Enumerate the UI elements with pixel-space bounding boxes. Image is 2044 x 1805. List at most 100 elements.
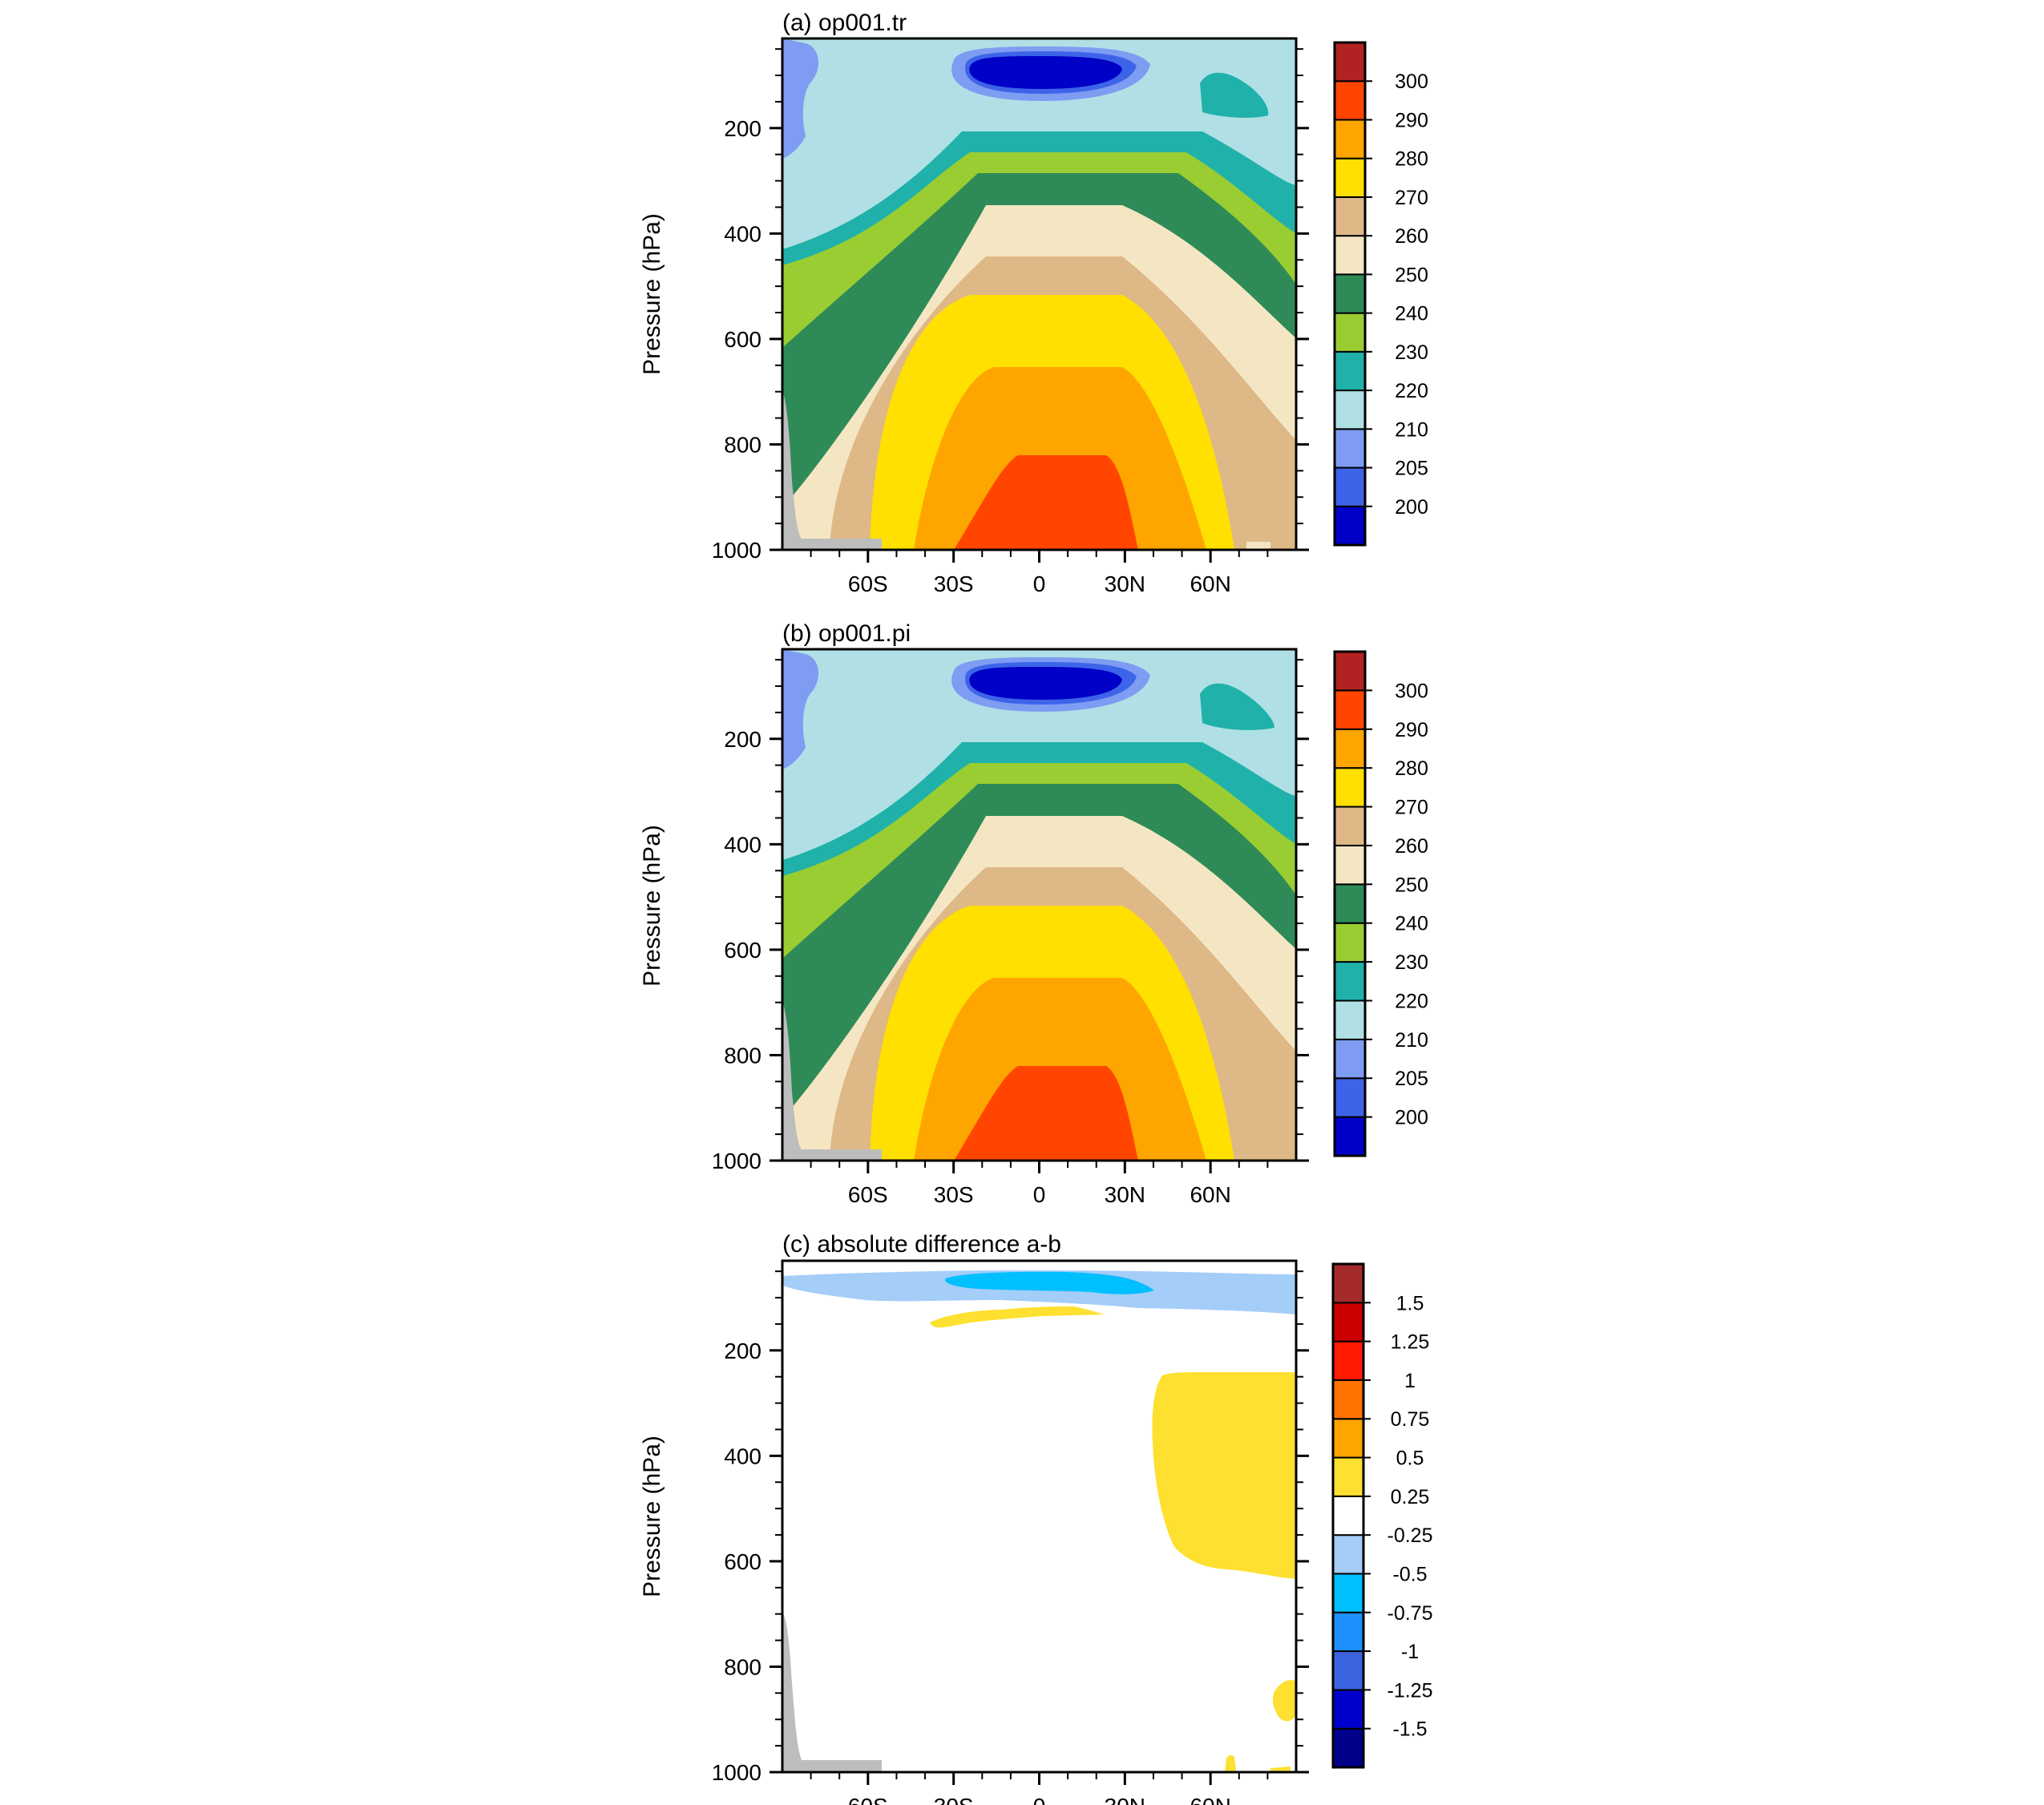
colorbar-label: -0.75 — [1388, 1602, 1433, 1625]
plot-area-a — [782, 38, 1296, 550]
colorbar-label: 1.25 — [1391, 1331, 1430, 1354]
colorbar-swatch — [1334, 42, 1366, 83]
colorbar-label: 1 — [1404, 1370, 1416, 1392]
colorbar-label: 240 — [1395, 913, 1428, 935]
colorbar-swatch — [1332, 1727, 1364, 1769]
colorbar-label: 260 — [1395, 225, 1428, 248]
y-tick-label: 200 — [724, 1339, 761, 1363]
colorbar-label: 250 — [1395, 874, 1428, 896]
colorbar-swatch — [1332, 1495, 1364, 1536]
x-tick-label: 30S — [934, 1794, 974, 1805]
panel-title-a: (a) op001.tr — [782, 10, 907, 36]
x-tick-labels-b: 60S 30S 0 30N 60N — [848, 1182, 1231, 1207]
colorbar-swatch — [1334, 312, 1366, 353]
colorbar-label: 0.25 — [1391, 1486, 1430, 1508]
y-tick-label: 1000 — [712, 538, 761, 563]
colorbar-swatch — [1334, 689, 1366, 730]
colorbar-label: 290 — [1395, 719, 1428, 741]
x-tick-label: 60N — [1190, 1182, 1230, 1207]
y-tick-label: 600 — [724, 327, 761, 352]
colorbar-swatch — [1334, 767, 1366, 808]
panel-c: (c) absolute difference a-b Pressure (hP… — [639, 1231, 1432, 1805]
colorbar-label: 1.5 — [1396, 1292, 1424, 1314]
colorbar-label: 205 — [1395, 1068, 1428, 1090]
colorbar-swatch — [1332, 1379, 1364, 1420]
panel-title-c: (c) absolute difference a-b — [782, 1231, 1061, 1258]
colorbar-swatch — [1334, 651, 1366, 692]
y-tick-label: 200 — [724, 727, 761, 752]
colorbar-frame — [1331, 1262, 1365, 1769]
colorbar-swatch — [1334, 390, 1366, 430]
colorbar-swatch — [1332, 1456, 1364, 1497]
y-tick-label: 800 — [724, 432, 761, 457]
y-tick-label: 600 — [724, 1549, 761, 1574]
y-tick-label: 800 — [724, 1043, 761, 1068]
x-tick-label: 60N — [1190, 1794, 1230, 1805]
y-tick-label: 400 — [724, 221, 761, 246]
colorbar-swatch — [1334, 883, 1366, 924]
x-tick-label: 60N — [1190, 571, 1230, 596]
y-tick-label: 400 — [724, 832, 761, 857]
colorbar-label: -0.5 — [1392, 1563, 1427, 1585]
colorbar-label: 270 — [1395, 187, 1428, 209]
colorbar-swatch — [1334, 728, 1366, 769]
y-tick-labels-c: 200 400 600 800 1000 — [712, 1339, 761, 1785]
colorbar-swatch — [1334, 1116, 1366, 1157]
contour-fields-b — [782, 649, 1296, 1161]
x-tick-labels-c: 60S 30S 0 30N 60N — [848, 1794, 1231, 1805]
colorbar-label: 220 — [1395, 380, 1428, 402]
colorbar-label: 0.75 — [1391, 1408, 1430, 1431]
colorbar-swatch — [1334, 196, 1366, 237]
x-tick-label: 30S — [934, 1182, 974, 1207]
y-axis-label-b: Pressure (hPa) — [639, 825, 665, 987]
y-tick-labels-b: 200 400 600 800 1000 — [712, 727, 761, 1173]
ticks-c — [770, 1270, 1309, 1785]
x-tick-label: 30S — [934, 571, 974, 596]
colorbar-swatch — [1334, 273, 1366, 314]
colorbar-label: 280 — [1395, 757, 1428, 780]
colorbar-frame — [1333, 41, 1367, 547]
y-axis-label-c: Pressure (hPa) — [639, 1436, 665, 1597]
colorbar-label: 230 — [1395, 951, 1428, 974]
colorbar-label: 220 — [1395, 990, 1428, 1012]
y-tick-label: 1000 — [712, 1149, 761, 1173]
ticks-b — [770, 659, 1309, 1173]
contour-fields-a — [782, 38, 1296, 550]
colorbar-swatch — [1332, 1534, 1364, 1575]
x-tick-label: 60S — [848, 571, 888, 596]
colorbar-label: 230 — [1395, 341, 1428, 364]
colorbar-swatch — [1332, 1650, 1364, 1691]
colorbar-label: 0.5 — [1396, 1448, 1424, 1470]
colorbar-label: 250 — [1395, 264, 1428, 286]
colorbar-label: 300 — [1395, 680, 1428, 702]
colorbar-label: -0.25 — [1388, 1524, 1433, 1547]
colorbar-swatch — [1334, 80, 1366, 121]
colorbar-swatch — [1332, 1340, 1364, 1381]
x-tick-label: 60S — [848, 1794, 888, 1805]
colorbar-label: -1.5 — [1392, 1718, 1427, 1741]
colorbar-swatch — [1334, 119, 1366, 160]
x-tick-label: 60S — [848, 1182, 888, 1207]
colorbar-swatch — [1332, 1418, 1364, 1459]
colorbar-swatch — [1334, 844, 1366, 886]
colorbar-label: 205 — [1395, 458, 1428, 480]
colorbar-swatch — [1334, 350, 1366, 392]
y-tick-label: 200 — [724, 116, 761, 141]
colorbar-label: 270 — [1395, 797, 1428, 819]
colorbar-label: 260 — [1395, 835, 1428, 858]
colorbar-b: 200 205 210 220 230 240 250 260 270 280 290 300 — [1333, 650, 1428, 1157]
colorbar-swatch — [1334, 1038, 1366, 1080]
colorbar-label: 240 — [1395, 303, 1428, 325]
colorbar-label: 200 — [1395, 1107, 1428, 1129]
colorbar-label: 200 — [1395, 496, 1428, 519]
panel-title-b: (b) op001.pi — [782, 620, 911, 647]
colorbar-label: 280 — [1395, 148, 1428, 171]
colorbar-swatch — [1332, 1611, 1364, 1653]
panel-b: (b) op001.pi Pressure (hPa) 200 400 600 800… — [639, 620, 1428, 1207]
colorbar-label: 290 — [1395, 109, 1428, 131]
plot-area-c — [782, 1261, 1296, 1772]
colorbar-swatch — [1332, 1689, 1364, 1730]
y-tick-label: 600 — [724, 938, 761, 963]
colorbar-swatch — [1332, 1263, 1364, 1304]
